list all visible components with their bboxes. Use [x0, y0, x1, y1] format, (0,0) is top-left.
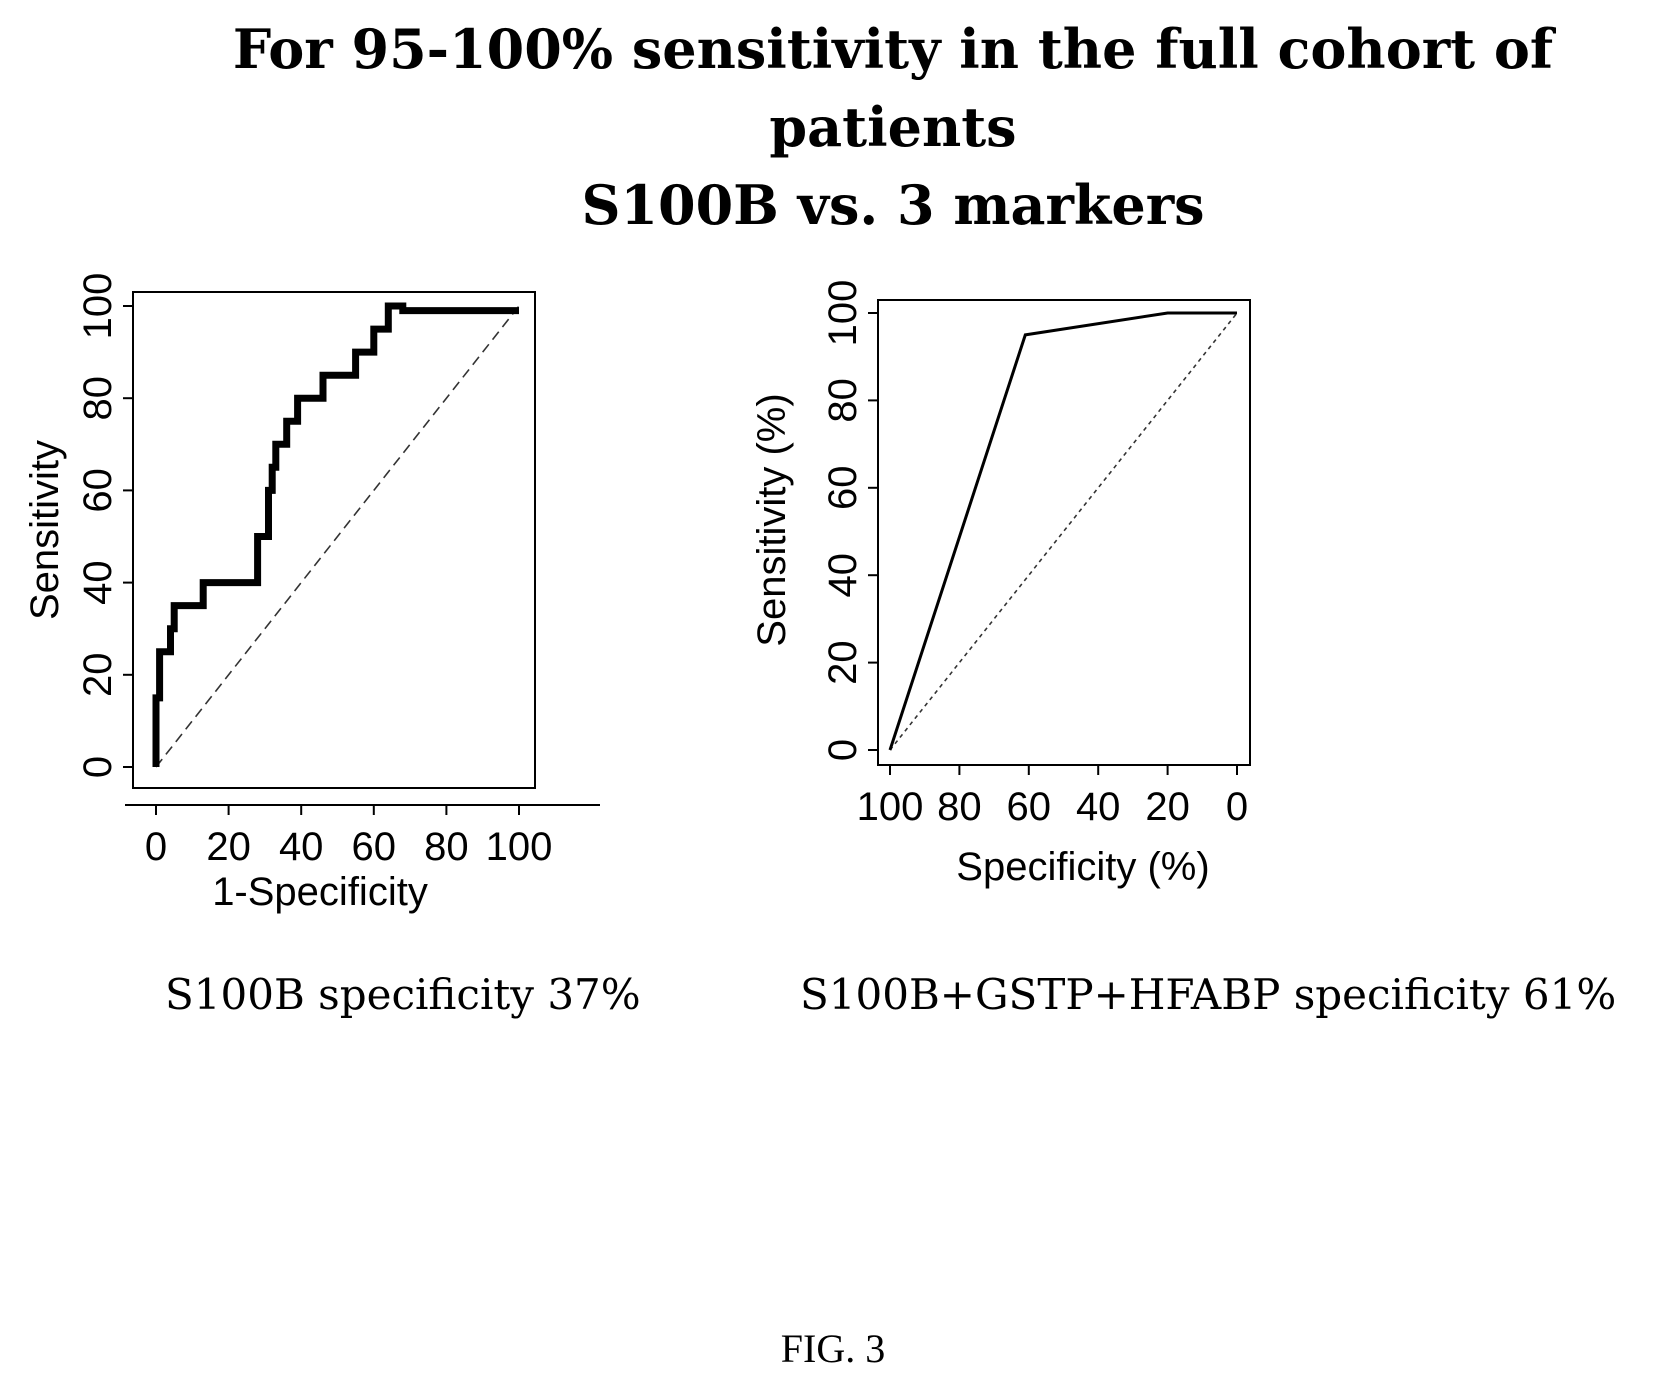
y-tick-label: 40	[821, 553, 865, 598]
figure-label: FIG. 3	[780, 1326, 886, 1371]
reference-diagonal	[889, 312, 1238, 751]
x-tick-label: 60	[352, 825, 397, 869]
roc-plot-three-markers: 100 80 60 40 20 0 0 20 40 60 80 100 Specificity (%) S…	[750, 280, 1251, 889]
caption-s100b: S100B specificity 37%	[165, 970, 641, 1019]
x-tick-label: 100	[857, 785, 924, 829]
roc-curve	[152, 302, 519, 767]
x-axis-label: Specificity (%)	[956, 845, 1209, 889]
title-line-3: S100B vs. 3 markers	[581, 173, 1205, 237]
caption-three-markers: S100B+GSTP+HFABP specificity 61%	[800, 970, 1617, 1019]
y-tick-label: 80	[821, 378, 865, 423]
y-tick-label: 0	[76, 756, 120, 778]
x-tick-label: 0	[145, 825, 167, 869]
x-tick-label: 100	[486, 825, 553, 869]
x-tick-label: 80	[424, 825, 469, 869]
y-tick-label: 40	[76, 560, 120, 605]
reference-diagonal	[155, 305, 520, 768]
x-tick-label: 0	[1226, 785, 1248, 829]
x-tick-label: 60	[1007, 785, 1052, 829]
title-line-2: patients	[769, 95, 1017, 159]
x-axis-label: 1-Specificity	[212, 870, 428, 914]
y-tick-label: 20	[821, 640, 865, 685]
y-axis-label: Sensitivity	[23, 440, 67, 620]
roc-curve	[888, 311, 1237, 751]
y-tick-label: 80	[76, 376, 120, 421]
y-tick-label: 0	[821, 739, 865, 761]
x-tick-label: 20	[206, 825, 251, 869]
y-tick-label: 100	[821, 280, 865, 347]
plot-frame	[877, 299, 1251, 766]
roc-plot-s100b: 0 20 40 60 80 100 0 20 40 60 80 100 1-Specificity Sen…	[23, 273, 600, 914]
x-tick-label: 40	[1076, 785, 1121, 829]
title-line-1: For 95-100% sensitivity in the full coho…	[232, 17, 1554, 81]
x-tick-label: 20	[1145, 785, 1190, 829]
y-axis-label: Sensitivity (%)	[750, 393, 794, 646]
y-tick-label: 60	[76, 468, 120, 513]
x-tick-label: 40	[279, 825, 324, 869]
y-tick-label: 20	[76, 653, 120, 698]
chart-title: For 95-100% sensitivity in the full coho…	[60, 10, 1666, 244]
x-tick-label: 80	[937, 785, 982, 829]
y-tick-label: 100	[76, 273, 120, 340]
y-tick-label: 60	[821, 466, 865, 511]
